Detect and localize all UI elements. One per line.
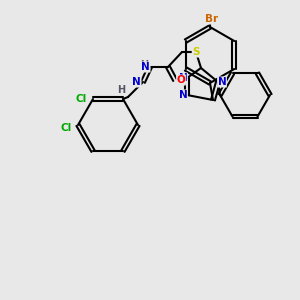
Text: N: N xyxy=(178,90,188,100)
Text: Br: Br xyxy=(206,14,219,24)
Text: Cl: Cl xyxy=(75,94,87,104)
Text: O: O xyxy=(177,75,185,85)
Text: H: H xyxy=(117,85,125,95)
Text: Cl: Cl xyxy=(60,123,72,133)
Text: H: H xyxy=(140,60,148,70)
Text: N: N xyxy=(132,77,141,87)
Text: S: S xyxy=(192,47,200,57)
Text: N: N xyxy=(141,62,150,72)
Text: N: N xyxy=(178,73,188,83)
Text: N: N xyxy=(218,77,226,87)
